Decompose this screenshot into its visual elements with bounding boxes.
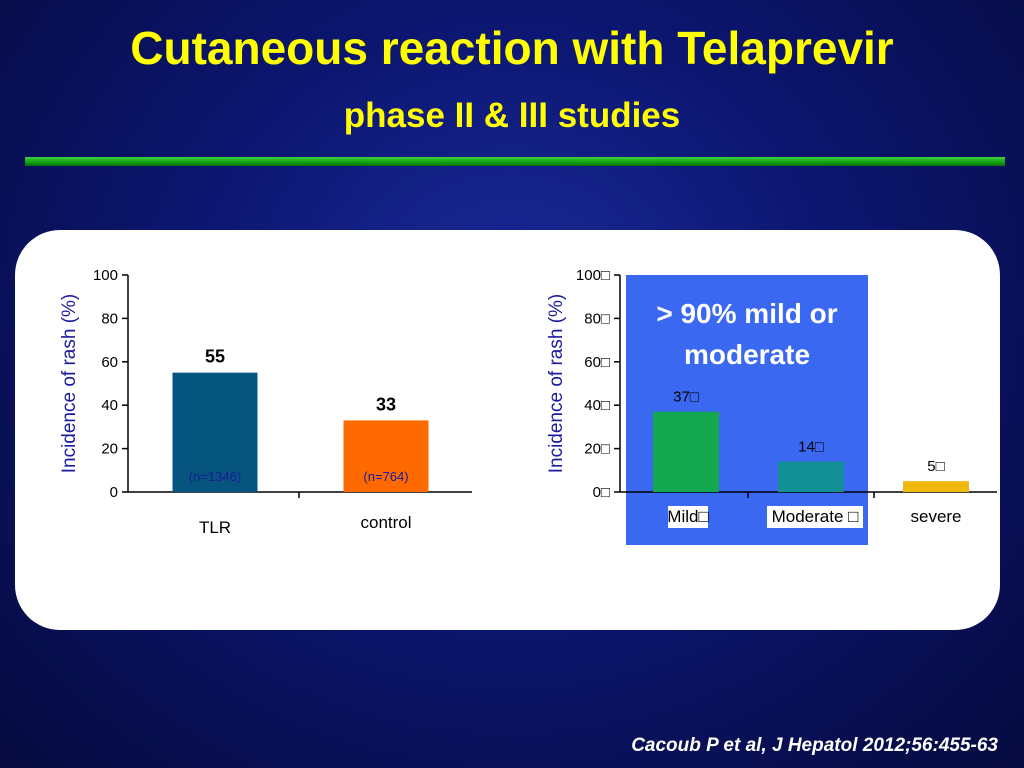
chart1-y-tick-label-3: 60 [101, 354, 118, 371]
slide-title: Cutaneous reaction with Telaprevir [130, 22, 894, 74]
chart2-bar-0 [653, 411, 719, 492]
chart2-value-label-2: 5□ [927, 458, 944, 475]
callout-box [626, 275, 868, 545]
chart2-y-tick-label-4: 80□ [584, 310, 610, 327]
chart2-y-tick-label-0: 0□ [593, 484, 610, 501]
chart2-category-label-1: Moderate □ [772, 507, 859, 526]
title-divider [25, 157, 1005, 166]
chart2-y-tick-label-1: 20□ [584, 441, 610, 458]
chart2-bar-1 [778, 461, 844, 492]
chart1-bar-0 [172, 372, 258, 492]
chart1-n-label-1: (n=764) [363, 469, 408, 484]
chart1-value-label-1: 33 [376, 394, 396, 414]
callout-line-1: > 90% mild or [656, 298, 838, 329]
chart1-y-tick-label-5: 100 [93, 267, 118, 284]
citation: Cacoub P et al, J Hepatol 2012;56:455-63 [631, 735, 998, 756]
chart2-category-label-0: Mild□ [667, 507, 708, 526]
chart1-category-label-0: TLR [199, 518, 231, 537]
chart1-value-label-0: 55 [205, 347, 225, 367]
chart1-category-label-1: control [360, 513, 411, 532]
callout-line-2: moderate [683, 338, 811, 370]
callout-text: > 90% mild or moderate [626, 294, 868, 375]
chart2-category-box-0 [668, 506, 708, 528]
chart2-y-axis-label: Incidence of rash (%) [546, 294, 567, 474]
chart2-y-tick-label-2: 40□ [584, 397, 610, 414]
chart1-y-axis-label: Incidence of rash (%) [59, 294, 80, 474]
chart2-bar-2 [903, 481, 969, 492]
chart1-y-tick-label-1: 20 [101, 441, 118, 458]
slide-subtitle: phase II & III studies [343, 96, 681, 135]
chart1-y-tick-label-4: 80 [101, 310, 118, 327]
chart1-y-tick-label-0: 0 [110, 484, 118, 501]
chart2-category-box-1 [767, 506, 863, 528]
chart2-category-label-2: severe [910, 507, 961, 526]
chart1-bar-1 [343, 420, 429, 492]
chart2-y-tick-label-3: 60□ [584, 354, 610, 371]
chart2-value-label-0: 37□ [673, 389, 699, 406]
chart2-y-tick-label-5: 100□ [576, 267, 610, 284]
chart1-n-label-0: (n=1346) [189, 469, 241, 484]
chart2-value-label-1: 14□ [798, 439, 824, 456]
chart1-y-tick-label-2: 40 [101, 397, 118, 414]
